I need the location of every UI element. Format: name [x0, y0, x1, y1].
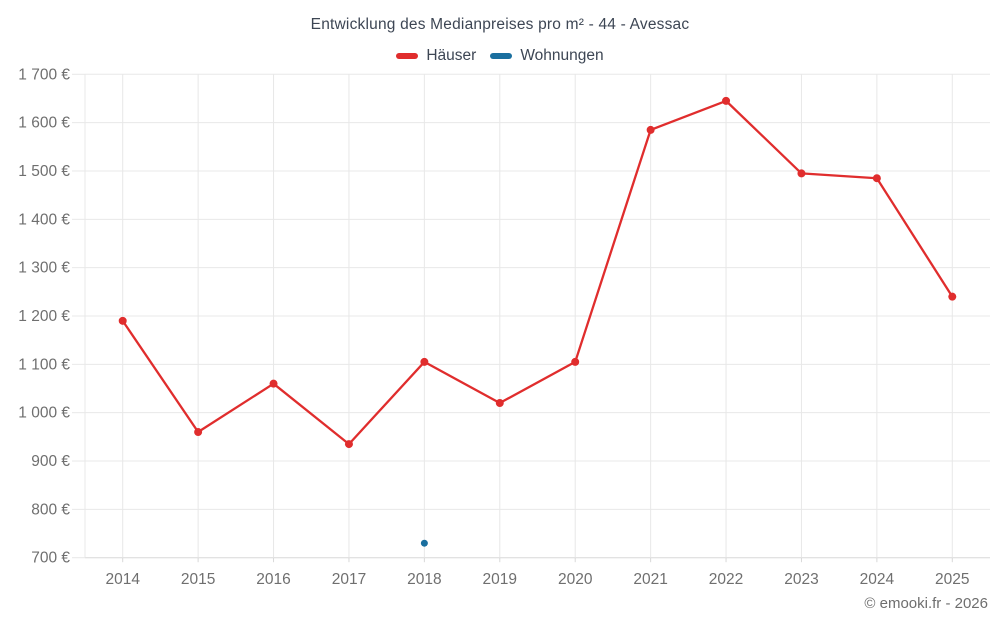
x-axis-label-2019: 2019	[483, 571, 517, 588]
y-axis-label-1300: 1 300 €	[18, 260, 70, 277]
x-axis-label-2015: 2015	[181, 571, 215, 588]
data-point-haeuser-2022[interactable]	[722, 96, 731, 105]
data-point-haeuser-2024[interactable]	[872, 174, 881, 183]
y-axis-label-1200: 1 200 €	[18, 308, 70, 325]
x-axis-label-2018: 2018	[407, 571, 441, 588]
legend-label-haeuser: Häuser	[426, 47, 477, 64]
copyright-text: © emooki.fr - 2026	[864, 595, 988, 612]
legend-swatch-haeuser-icon	[396, 53, 419, 59]
legend-item-wohnungen[interactable]: Wohnungen	[490, 47, 604, 65]
y-axis-label-1100: 1 100 €	[18, 356, 70, 373]
y-axis-label-700: 700 €	[31, 550, 70, 567]
x-axis-label-2017: 2017	[332, 571, 366, 588]
chart-legend: Häuser Wohnungen	[0, 47, 1000, 65]
chart-title: Entwicklung des Medianpreises pro m² - 4…	[310, 16, 690, 33]
data-point-haeuser-2019[interactable]	[495, 399, 504, 408]
legend-swatch-wohnungen-icon	[490, 53, 513, 59]
data-point-haeuser-2017[interactable]	[344, 440, 353, 449]
legend-item-haeuser[interactable]: Häuser	[396, 47, 476, 65]
x-axis-label-2023: 2023	[784, 571, 818, 588]
data-point-haeuser-2016[interactable]	[269, 379, 278, 388]
x-axis-label-2021: 2021	[633, 571, 667, 588]
y-axis-label-1000: 1 000 €	[18, 405, 70, 422]
y-axis-label-1400: 1 400 €	[18, 211, 70, 228]
y-axis-label-800: 800 €	[31, 501, 70, 518]
data-point-haeuser-2020[interactable]	[571, 357, 580, 366]
x-axis-label-2020: 2020	[558, 571, 593, 588]
x-axis-label-2022: 2022	[709, 571, 743, 588]
data-point-haeuser-2021[interactable]	[646, 125, 655, 134]
y-axis-label-1600: 1 600 €	[18, 115, 70, 132]
x-axis-label-2014: 2014	[105, 571, 140, 588]
x-axis-label-2016: 2016	[256, 571, 290, 588]
legend-label-wohnungen: Wohnungen	[520, 47, 604, 64]
data-point-wohnungen-2018[interactable]	[420, 539, 428, 547]
y-axis-label-1700: 1 700 €	[18, 66, 70, 83]
data-point-haeuser-2015[interactable]	[194, 428, 203, 437]
y-axis-label-900: 900 €	[31, 453, 70, 470]
y-axis-label-1500: 1 500 €	[18, 163, 70, 180]
data-point-haeuser-2014[interactable]	[118, 316, 127, 325]
series-line-haeuser	[121, 99, 954, 446]
data-point-haeuser-2023[interactable]	[797, 169, 806, 178]
data-point-haeuser-2018[interactable]	[420, 357, 429, 366]
x-axis-label-2024: 2024	[860, 571, 895, 588]
data-point-haeuser-2025[interactable]	[948, 292, 957, 301]
x-axis-label-2025: 2025	[935, 571, 969, 588]
